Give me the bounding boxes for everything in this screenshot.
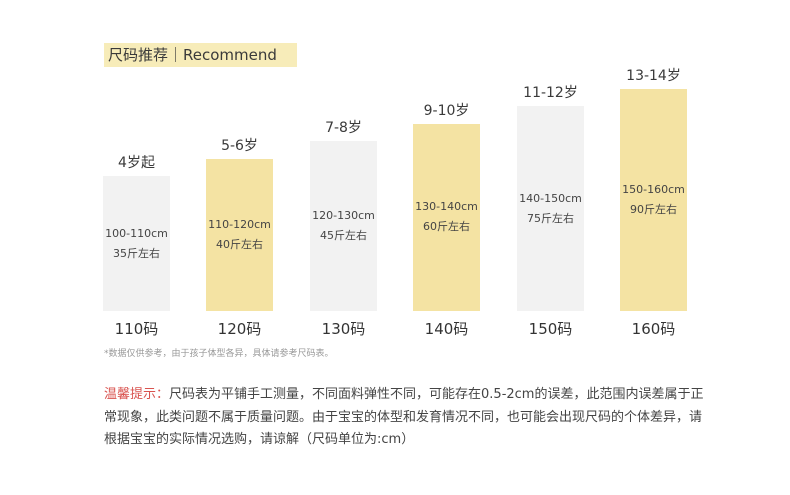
tip-label: 温馨提示： [104,387,170,402]
weight-value: 45斤左右 [319,229,367,242]
age-label: 4岁起 [118,155,155,171]
size-label: 120码 [217,320,262,338]
tip-paragraph: 温馨提示：尺码表为平铺手工测量，不同面料弹性不同，可能存在0.5-2cm的误差，… [104,384,704,452]
age-label: 7-8岁 [325,120,362,136]
age-label: 5-6岁 [221,137,258,154]
bar-measurements: 140-150cm 75斤左右 [519,189,582,229]
size-bar [620,88,687,311]
size-label: 140码 [424,320,469,338]
weight-value: 90斤左右 [629,202,677,216]
size-bar [310,141,377,311]
size-label: 150码 [528,320,573,338]
size-bar [103,176,170,311]
height-range: 130-140cm [415,200,478,214]
weight-value: 60斤左右 [422,220,470,234]
header-highlight [104,43,297,67]
weight-value: 75斤左右 [526,211,574,225]
bar-measurements: 120-130cm 45斤左右 [312,206,375,246]
bar-measurements: 130-140cm 60斤左右 [415,197,478,237]
section-title: 尺码推荐｜Recommend [108,46,277,64]
footnote: *数据仅供参考，由于孩子体型各异，具体请参考尺码表。 [104,349,334,359]
height-range: 120-130cm [312,209,375,222]
weight-value: 40斤左右 [215,237,263,251]
age-label: 9-10岁 [423,102,470,119]
age-label: 11-12岁 [523,85,578,101]
height-range: 140-150cm [519,191,582,205]
size-bar [206,158,273,311]
height-range: 100-110cm [105,226,168,240]
size-label: 130码 [321,320,366,338]
size-bar [517,106,584,311]
size-label: 160码 [631,320,676,338]
height-range: 110-120cm [208,217,271,231]
height-range: 150-160cm [622,182,685,196]
weight-value: 35斤左右 [112,246,160,260]
bar-measurements: 100-110cm 35斤左右 [105,224,168,264]
age-label: 13-14岁 [626,67,681,84]
bar-measurements: 150-160cm 90斤左右 [622,180,685,220]
size-label: 110码 [114,320,159,338]
size-chart: 4岁起 100-110cm 35斤左右 110码 5-6岁 110-120cm 40斤左右 1… [103,67,687,338]
tip-text: 尺码表为平铺手工测量，不同面料弹性不同，可能存在0.5-2cm的误差，此范围内误… [104,387,704,447]
size-bar [413,123,480,311]
bar-measurements: 110-120cm 40斤左右 [208,215,271,255]
